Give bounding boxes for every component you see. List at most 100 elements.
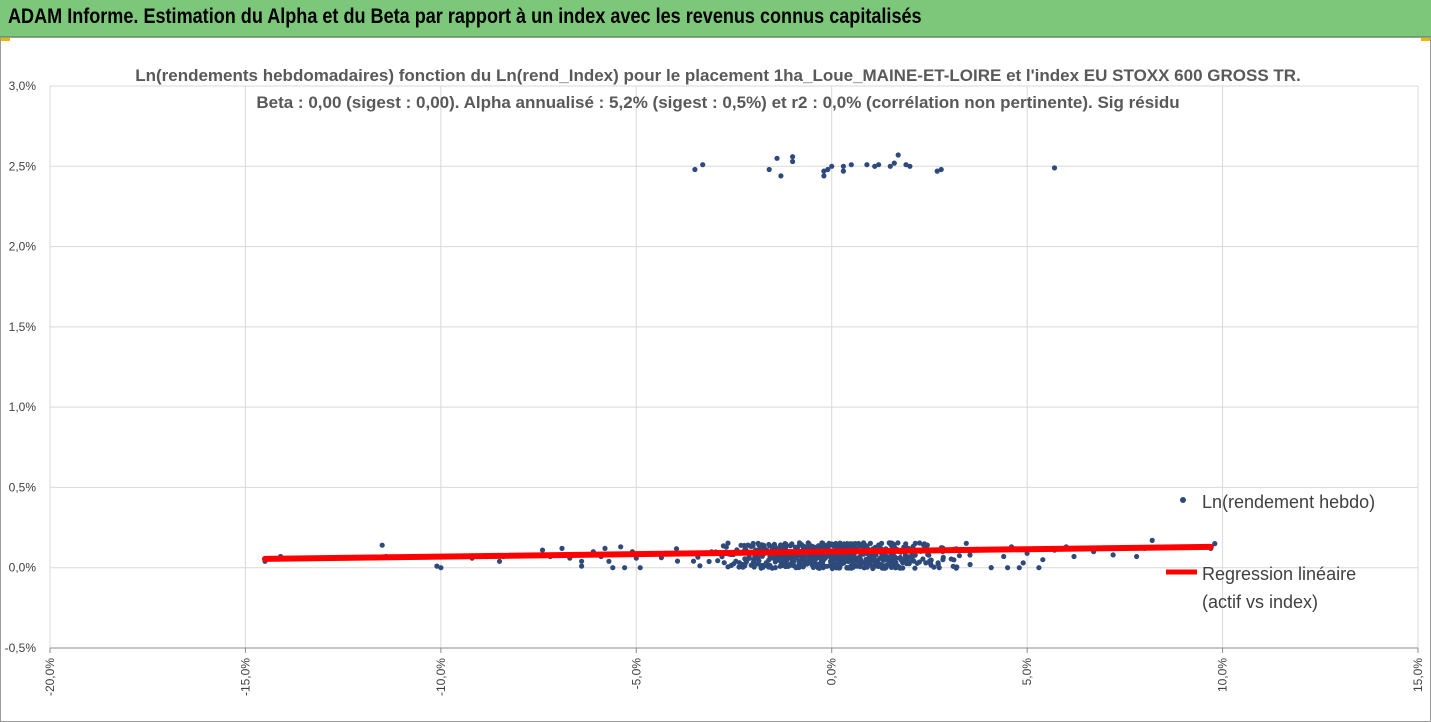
- data-point: [885, 555, 892, 561]
- data-point: [637, 565, 643, 571]
- data-point: [748, 543, 754, 549]
- data-point: [809, 555, 815, 561]
- data-point: [777, 563, 783, 569]
- data-point: [907, 163, 913, 169]
- data-point: [923, 560, 929, 566]
- data-point: [825, 541, 832, 548]
- data-point: [775, 557, 781, 563]
- data-point: [810, 564, 817, 571]
- y-tick-label: 2,0%: [9, 240, 37, 254]
- data-point: [825, 166, 831, 173]
- data-point: [833, 565, 840, 571]
- legend-label-regression-1: Regression linéaire: [1202, 564, 1356, 584]
- data-point: [1036, 565, 1042, 571]
- data-point: [1212, 541, 1218, 547]
- data-point: [496, 558, 503, 564]
- data-point: [1005, 565, 1011, 571]
- data-point: [844, 541, 850, 547]
- data-point: [758, 565, 764, 571]
- data-point: [870, 557, 877, 563]
- data-point: [805, 540, 811, 546]
- data-point: [891, 542, 897, 548]
- data-point: [884, 562, 890, 568]
- data-point: [838, 561, 845, 567]
- data-point: [818, 556, 824, 562]
- legend-label-points: Ln(rendement hebdo): [1202, 492, 1375, 512]
- data-point: [1071, 553, 1077, 560]
- data-point: [706, 558, 712, 565]
- chart-legend: Ln(rendement hebdo) Regression linéaire …: [1166, 492, 1375, 612]
- data-point: [903, 543, 909, 549]
- data-point: [903, 162, 909, 168]
- x-tick-label: -10,0%: [434, 658, 448, 696]
- data-point: [931, 564, 937, 570]
- data-point: [1134, 553, 1140, 560]
- data-point: [1020, 560, 1026, 566]
- data-point: [861, 565, 867, 571]
- data-point: [723, 544, 729, 550]
- data-point: [1051, 165, 1058, 171]
- data-point: [731, 561, 737, 567]
- data-point: [940, 557, 946, 563]
- data-point: [872, 561, 879, 568]
- y-tick-label: 0,0%: [9, 561, 37, 575]
- data-point: [988, 565, 994, 571]
- data-point: [738, 542, 744, 548]
- chart-title-line-2: Beta : 0,00 (sigest : 0,00). Alpha annua…: [256, 93, 1179, 112]
- data-point: [840, 163, 847, 169]
- data-point: [928, 557, 934, 563]
- data-point: [579, 563, 585, 569]
- data-point: [879, 540, 885, 547]
- data-point: [774, 155, 780, 161]
- data-point: [765, 564, 772, 570]
- data-point: [888, 564, 895, 571]
- data-point: [800, 558, 806, 564]
- data-point: [936, 565, 942, 571]
- x-tick-label: 0,0%: [825, 658, 839, 686]
- x-tick-label: -20,0%: [43, 658, 57, 696]
- data-point: [956, 553, 963, 559]
- x-axis-ticks: -20,0% -15,0% -10,0% -5,0% 0,0% 5,0% 10,0% 15,0…: [43, 648, 1425, 696]
- data-point: [815, 543, 822, 549]
- data-point: [673, 546, 680, 552]
- data-point: [951, 557, 957, 563]
- data-point: [824, 563, 830, 569]
- data-points: [262, 152, 1218, 572]
- data-point: [963, 540, 969, 546]
- data-point: [755, 540, 761, 547]
- grid-lines: [49, 85, 1419, 649]
- data-point: [877, 555, 883, 562]
- data-point: [715, 558, 721, 564]
- data-point: [787, 543, 793, 549]
- data-point: [602, 545, 608, 552]
- data-point: [767, 543, 773, 549]
- data-point: [700, 162, 706, 168]
- data-point: [904, 561, 910, 567]
- data-point: [828, 555, 834, 561]
- data-point: [895, 540, 901, 546]
- data-point: [782, 542, 788, 549]
- data-point: [821, 168, 827, 174]
- data-point: [926, 552, 932, 558]
- data-point: [434, 563, 440, 569]
- data-point: [606, 558, 612, 564]
- y-axis-ticks: 3,0% 2,5% 2,0% 1,5% 1,0% 0,5% 0,0% -0,5%: [5, 79, 37, 655]
- data-point: [692, 166, 698, 173]
- data-point: [920, 556, 926, 562]
- data-point: [876, 162, 882, 168]
- data-point: [790, 158, 796, 165]
- data-point: [891, 160, 897, 166]
- data-point: [736, 564, 742, 570]
- y-tick-label: 3,0%: [9, 79, 37, 93]
- data-point: [1149, 537, 1155, 544]
- x-tick-label: -15,0%: [238, 658, 252, 696]
- data-point: [438, 565, 444, 571]
- legend-label-regression-2: (actif vs index): [1202, 592, 1318, 612]
- data-point: [771, 541, 778, 548]
- data-point: [844, 564, 850, 571]
- y-tick-label: 2,5%: [9, 159, 37, 173]
- data-point: [674, 558, 681, 564]
- x-tick-label: 10,0%: [1216, 658, 1230, 692]
- data-point: [954, 564, 960, 570]
